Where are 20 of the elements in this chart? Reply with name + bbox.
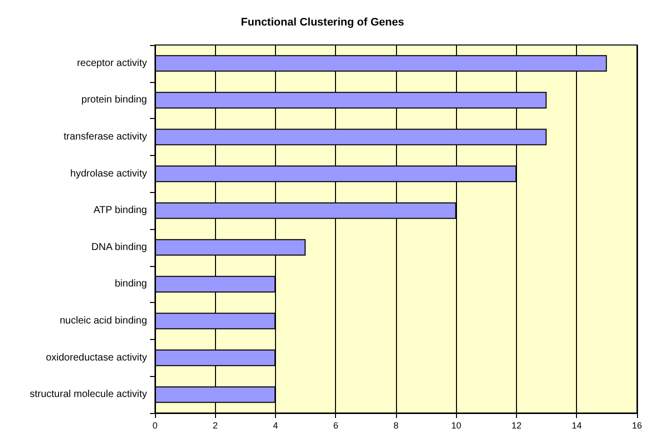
x-tick-label: 2 [212,420,218,430]
x-tick-label: 4 [272,420,278,430]
y-tick-label: binding [114,278,147,290]
y-tick-label: DNA binding [91,242,147,253]
y-tick-label: structural molecule activity [30,389,147,400]
x-tick-label: 16 [632,420,642,430]
chart-title: Functional Clustering of Genes [240,16,404,28]
y-tick-label: protein binding [81,94,147,106]
x-tick-label: 8 [393,420,399,430]
x-tick-label: 0 [152,420,158,430]
y-tick-label: transferase activity [64,132,147,142]
y-tick-label: hydrolase activity [70,168,147,180]
x-tick-label: 10 [451,420,462,430]
y-tick-label: nucleic acid binding [60,316,147,326]
y-tick-label: receptor activity [76,58,147,69]
y-tick-label: oxidoreductase activity [46,352,147,364]
x-tick-label: 6 [333,420,338,430]
x-tick-label: 14 [572,420,582,430]
y-tick-label: ATP binding [93,205,147,216]
x-tick-label: 12 [511,420,522,430]
